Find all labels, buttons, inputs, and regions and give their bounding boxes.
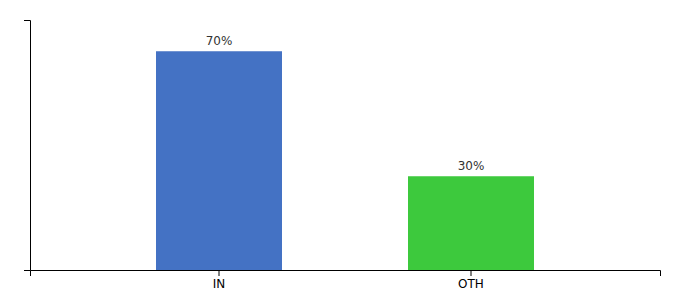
data-labels: 70% 30% [206, 34, 485, 173]
x-tick-mark [471, 270, 472, 276]
plot: 70% 30% IN OTH [24, 21, 661, 291]
bar [408, 176, 534, 270]
data-label: 70% [206, 34, 233, 48]
x-tick-label: IN [213, 277, 226, 291]
x-axis: IN OTH [31, 270, 661, 291]
y-axis-line [24, 21, 31, 271]
x-tick-label: OTH [458, 277, 484, 291]
bars [156, 51, 534, 270]
x-axis-line [31, 271, 661, 277]
y-axis [24, 21, 31, 271]
chart: 70% 30% IN OTH [0, 0, 680, 300]
x-tick-mark [219, 270, 220, 276]
x-tick: OTH [458, 270, 484, 291]
data-label: 30% [458, 159, 485, 173]
bar [156, 51, 282, 270]
x-tick: IN [213, 270, 226, 291]
